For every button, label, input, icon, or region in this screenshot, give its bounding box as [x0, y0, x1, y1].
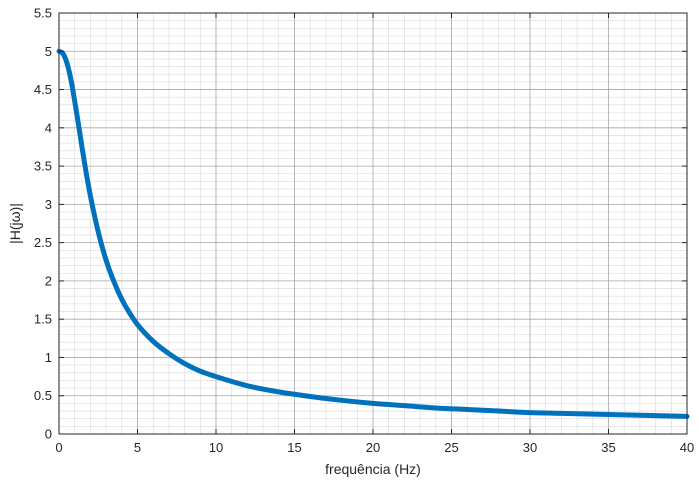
x-tick-label: 30 [523, 440, 537, 455]
y-tick-label: 1.5 [34, 312, 52, 327]
y-tick-label: 3 [45, 197, 52, 212]
x-tick-label: 40 [680, 440, 694, 455]
y-axis-label: |H(jω)| [7, 203, 23, 244]
y-tick-label: 4 [45, 120, 52, 135]
series-line-0 [56, 48, 690, 419]
y-tick-label: 2.5 [34, 235, 52, 250]
x-axis-ticks: 0 5 10 15 20 25 30 35 40 [55, 13, 694, 455]
y-tick-label: 0 [45, 427, 52, 442]
series-layer [56, 48, 690, 419]
y-tick-label: 0.5 [34, 388, 52, 403]
x-tick-label: 35 [601, 440, 615, 455]
y-tick-label: 5.5 [34, 6, 52, 21]
y-tick-label: 1 [45, 350, 52, 365]
x-tick-label: 10 [209, 440, 223, 455]
y-tick-label: 4.5 [34, 82, 52, 97]
y-tick-label: 3.5 [34, 159, 52, 174]
x-tick-label: 15 [287, 440, 301, 455]
x-tick-label: 5 [134, 440, 141, 455]
y-tick-label: 5 [45, 44, 52, 59]
x-tick-label: 20 [366, 440, 380, 455]
x-tick-label: 0 [55, 440, 62, 455]
y-tick-label: 2 [45, 273, 52, 288]
x-axis-label: frequência (Hz) [325, 461, 421, 477]
x-tick-label: 25 [444, 440, 458, 455]
y-axis-ticks: 0 0.5 1 1.5 2 2.5 3 3.5 4 4.5 5 5.5 [34, 6, 687, 442]
